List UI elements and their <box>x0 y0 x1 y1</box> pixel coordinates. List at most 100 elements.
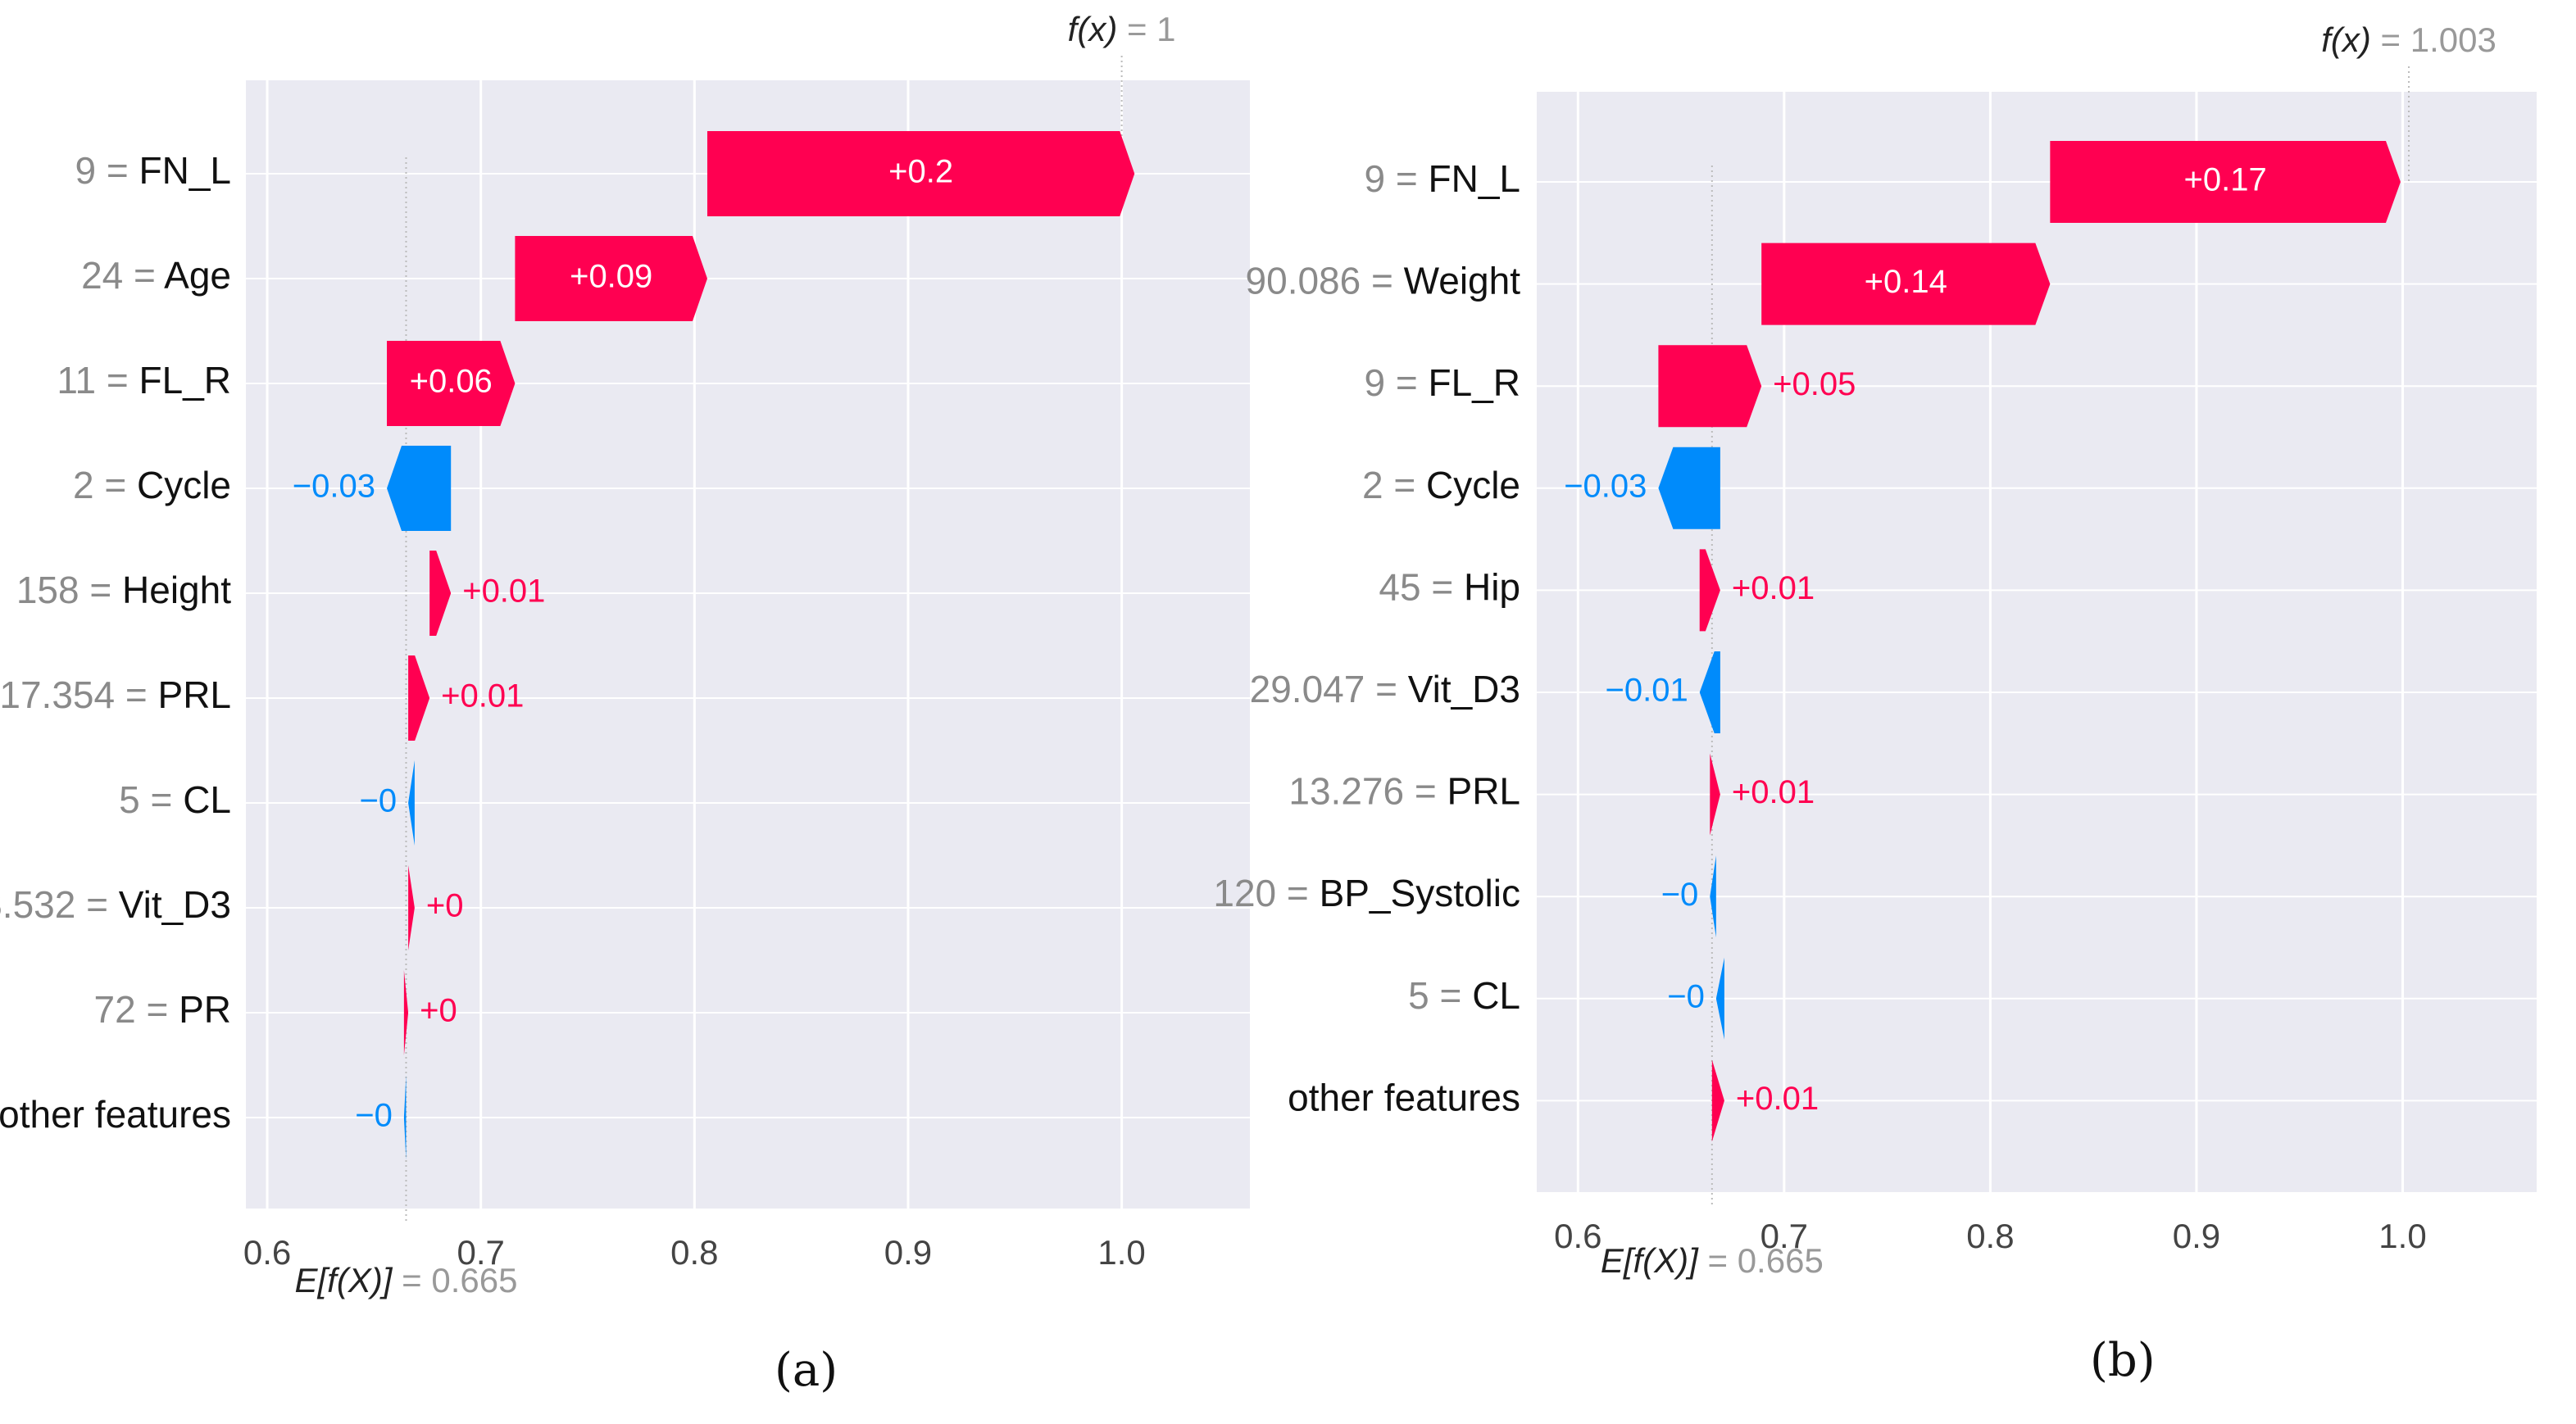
output-label-value: = 1.003 <box>2381 20 2496 59</box>
feature-value: 45 = <box>1379 566 1464 609</box>
feature-label: 13.276 = PRL <box>1288 770 1520 813</box>
feature-value: 18.532 = <box>0 883 119 926</box>
contribution-label: −0.01 <box>1606 673 1688 709</box>
feature-label: 120 = BP_Systolic <box>1213 872 1520 914</box>
x-tick-label: 0.8 <box>1966 1217 2014 1255</box>
feature-value: 9 = <box>1365 157 1429 200</box>
waterfall-bar-vit-d3 <box>1699 651 1720 733</box>
base-value-label: E[f(X)] = 0.665 <box>294 1261 517 1299</box>
feature-label: other features <box>1288 1077 1520 1119</box>
feature-name: other features <box>0 1093 231 1136</box>
feature-name: FL_R <box>139 359 231 401</box>
feature-name: FL_R <box>1429 361 1520 404</box>
contribution-label: +0.01 <box>441 678 524 714</box>
feature-value: 120 = <box>1213 872 1319 914</box>
contribution-label: +0.01 <box>462 574 545 610</box>
feature-name: Cycle <box>1426 464 1520 506</box>
contribution-label: +0.01 <box>1732 774 1815 810</box>
feature-label: 90.086 = Weight <box>1246 260 1521 302</box>
contribution-label: −0 <box>1661 877 1699 913</box>
waterfall-bar-height <box>429 551 452 636</box>
waterfall-bar-cl <box>1715 957 1724 1040</box>
feature-label: 5 = CL <box>119 778 231 821</box>
waterfall-bar-other-features <box>403 1075 407 1160</box>
feature-value: 90.086 = <box>1246 260 1404 302</box>
contribution-label: +0.06 <box>410 364 493 400</box>
waterfall-bar-fn-l <box>2050 141 2401 223</box>
feature-name: Weight <box>1404 260 1521 302</box>
feature-value: 9 = <box>75 149 139 192</box>
feature-label: 29.047 = Vit_D3 <box>1250 668 1520 710</box>
waterfall-bar-hip <box>1699 549 1720 632</box>
x-tick-label: 0.6 <box>1554 1217 1601 1255</box>
feature-label: 2 = Cycle <box>1362 464 1520 506</box>
contribution-label: +0.05 <box>1773 366 1856 402</box>
feature-name: CL <box>1472 974 1520 1017</box>
feature-label: 24 = Age <box>81 254 231 297</box>
waterfall-bar-vit-d3 <box>408 865 415 950</box>
contribution-label: +0.2 <box>888 154 953 190</box>
feature-label: 9 = FN_L <box>1365 157 1521 200</box>
waterfall-chart-a: 0.6 0.7 0.8 0.9 1.0 +0.2 9 = FN_L +0.09 24 = Age… <box>0 10 1250 1299</box>
feature-label: 17.354 = PRL <box>0 673 231 716</box>
contribution-label: +0 <box>426 888 464 924</box>
waterfall-bar-other-features <box>1711 1059 1724 1142</box>
waterfall-bar-cycle <box>387 446 452 531</box>
feature-value: 72 = <box>94 988 179 1031</box>
feature-label: 72 = PR <box>94 988 232 1031</box>
contribution-label: −0.03 <box>293 469 375 505</box>
waterfall-bar-fl-r <box>387 341 516 426</box>
feature-label: 2 = Cycle <box>73 464 231 506</box>
base-label-value: = 0.665 <box>402 1261 517 1299</box>
x-tick-label: 1.0 <box>2378 1217 2426 1255</box>
waterfall-bar-age <box>515 236 707 321</box>
feature-label: 18.532 = Vit_D3 <box>0 883 231 926</box>
contribution-label: −0 <box>355 1098 393 1134</box>
waterfall-bar-bp-systolic <box>1710 855 1716 938</box>
caption-a: (a) <box>775 1344 838 1397</box>
contribution-label: −0 <box>1667 978 1705 1014</box>
x-tick-label: 0.7 <box>457 1233 505 1272</box>
x-tick-label: 0.9 <box>2173 1217 2220 1255</box>
waterfall-bar-weight <box>1761 243 2051 325</box>
feature-value: 29.047 = <box>1250 668 1408 710</box>
x-tick-label: 0.6 <box>243 1233 291 1272</box>
contribution-label: +0.14 <box>1865 264 1947 300</box>
base-label-name: E[f(X)] <box>1601 1241 1708 1280</box>
output-label-value: = 1 <box>1127 10 1176 48</box>
feature-name: Vit_D3 <box>119 883 231 926</box>
x-tick-label: 0.9 <box>884 1233 932 1272</box>
contribution-label: −0 <box>359 783 397 819</box>
contribution-label: +0.17 <box>2184 162 2267 198</box>
waterfall-bar-cl <box>408 760 415 846</box>
feature-name: Hip <box>1464 566 1520 609</box>
feature-name: FN_L <box>1429 157 1520 200</box>
feature-label: other features <box>0 1093 231 1136</box>
feature-name: PRL <box>158 673 231 716</box>
feature-name: Cycle <box>137 464 231 506</box>
feature-name: PRL <box>1447 770 1520 813</box>
feature-value: 158 = <box>16 569 122 611</box>
feature-name: Vit_D3 <box>1408 668 1520 710</box>
feature-name: Height <box>122 569 231 611</box>
output-value-label: f(x) = 1.003 <box>2321 20 2496 59</box>
feature-name: Age <box>164 254 231 297</box>
feature-value: 17.354 = <box>0 673 158 716</box>
feature-value: 5 = <box>119 778 183 821</box>
feature-value: 2 = <box>73 464 137 506</box>
output-label-name: f(x) <box>1068 10 1127 48</box>
feature-label: 9 = FN_L <box>75 149 232 192</box>
caption-b: (b) <box>2090 1334 2156 1387</box>
feature-value: 11 = <box>57 359 139 401</box>
feature-name: FN_L <box>139 149 231 192</box>
feature-label: 11 = FL_R <box>57 359 231 401</box>
x-tick-label: 1.0 <box>1097 1233 1145 1272</box>
base-value-label: E[f(X)] = 0.665 <box>1601 1241 1824 1280</box>
output-value-label: f(x) = 1 <box>1068 10 1176 48</box>
feature-value: 5 = <box>1408 974 1472 1017</box>
waterfall-bar-fn-l <box>706 131 1135 216</box>
contribution-label: +0 <box>420 993 457 1029</box>
feature-value: 2 = <box>1362 464 1426 506</box>
waterfall-bar-prl <box>1710 753 1720 836</box>
